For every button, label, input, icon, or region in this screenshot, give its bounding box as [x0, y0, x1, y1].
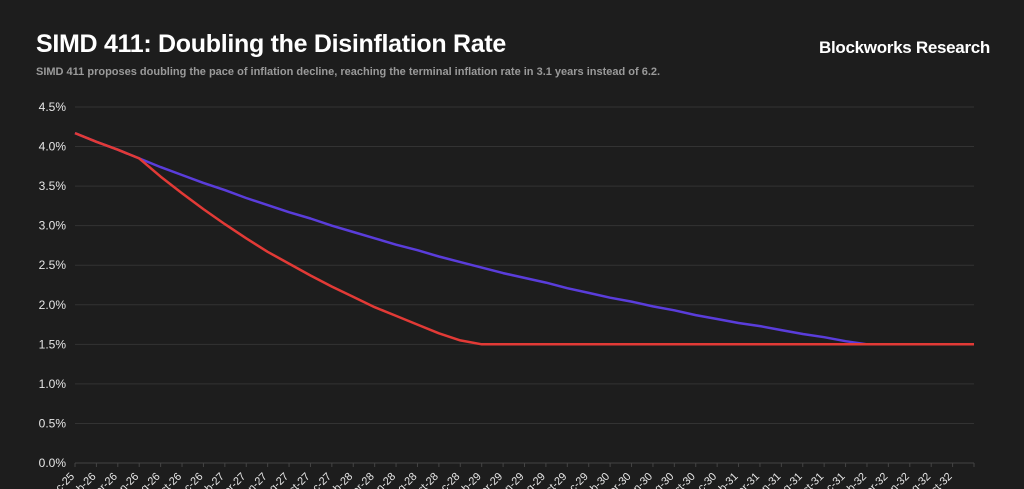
y-tick-label: 1.5% [39, 337, 67, 351]
y-tick-label: 0.0% [39, 456, 67, 470]
x-tick-label: Dec-25 [44, 471, 78, 489]
chart-subtitle: SIMD 411 proposes doubling the pace of i… [36, 66, 661, 78]
series-line-1 [74, 131, 974, 346]
y-tick-label: 2.0% [39, 298, 67, 312]
brand-logo: Blockworks Research [819, 38, 990, 57]
y-tick-label: 4.5% [39, 100, 67, 114]
series-line-2 [74, 131, 974, 346]
chart-title: SIMD 411: Doubling the Disinflation Rate [36, 30, 506, 58]
y-tick-label: 0.5% [39, 416, 67, 430]
y-tick-label: 1.0% [39, 377, 67, 391]
y-tick-label: 2.5% [39, 258, 67, 272]
y-tick-label: 3.0% [39, 219, 67, 233]
y-tick-label: 3.5% [39, 179, 67, 193]
y-tick-label: 4.0% [39, 140, 67, 154]
